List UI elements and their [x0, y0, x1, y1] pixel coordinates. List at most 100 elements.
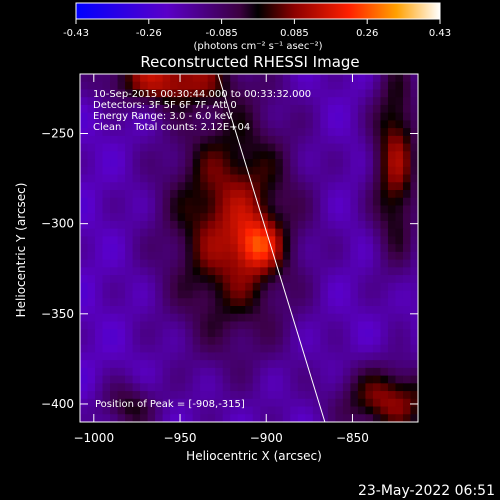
- heatmap-cell: [252, 120, 261, 129]
- heatmap-cell: [147, 375, 156, 384]
- heatmap-cell: [177, 128, 186, 137]
- heatmap-cell: [207, 74, 216, 83]
- heatmap-cell: [87, 104, 96, 114]
- heatmap-cell: [342, 128, 351, 137]
- heatmap-cell: [230, 344, 239, 353]
- heatmap-cell: [357, 159, 367, 168]
- heatmap-cell: [192, 120, 201, 129]
- heatmap-cell: [230, 391, 239, 400]
- heatmap-cell: [335, 197, 344, 207]
- heatmap-cell: [177, 290, 186, 299]
- heatmap-cell: [102, 128, 111, 137]
- heatmap-cell: [402, 321, 412, 330]
- heatmap-cell: [305, 120, 314, 129]
- heatmap-cell: [365, 166, 374, 176]
- heatmap-cell: [237, 282, 246, 292]
- heatmap-cell: [350, 282, 359, 292]
- heatmap-cell: [215, 251, 224, 261]
- heatmap-cell: [282, 112, 291, 121]
- heatmap-cell: [282, 120, 291, 129]
- heatmap-cell: [185, 174, 194, 183]
- heatmap-cell: [252, 375, 261, 384]
- heatmap-cell: [207, 213, 216, 222]
- heatmap-cell: [290, 135, 299, 145]
- heatmap-cell: [365, 290, 374, 299]
- heatmap-cell: [237, 182, 246, 191]
- heatmap-cell: [185, 89, 194, 98]
- heatmap-cell: [162, 220, 171, 230]
- heatmap-cell: [312, 414, 321, 422]
- heatmap-cell: [222, 336, 231, 346]
- heatmap-cell: [282, 174, 291, 183]
- heatmap-cell: [335, 352, 344, 361]
- heatmap-cell: [200, 151, 209, 160]
- heatmap-cell: [372, 135, 382, 145]
- heatmap-cell: [230, 197, 239, 207]
- heatmap-cell: [230, 244, 239, 253]
- heatmap-cell: [80, 321, 89, 330]
- heatmap-cell: [267, 329, 276, 338]
- heatmap-cell: [305, 406, 314, 415]
- heatmap-cell: [185, 213, 194, 222]
- heatmap-cell: [170, 352, 179, 361]
- heatmap-cell: [365, 282, 374, 292]
- heatmap-cell: [222, 398, 231, 408]
- heatmap-cell: [245, 406, 254, 415]
- heatmap-cell: [87, 398, 96, 408]
- heatmap-cell: [237, 306, 246, 315]
- heatmap-cell: [342, 282, 351, 292]
- heatmap-cell: [335, 182, 344, 191]
- heatmap-cell: [260, 267, 269, 276]
- heatmap-cell: [320, 352, 329, 361]
- heatmap-cell: [350, 228, 359, 237]
- heatmap-cell: [177, 329, 186, 338]
- heatmap-cell: [335, 135, 344, 145]
- heatmap-cell: [95, 306, 104, 315]
- heatmap-cell: [162, 329, 171, 338]
- heatmap-cell: [177, 104, 186, 114]
- heatmap-cell: [87, 290, 96, 299]
- heatmap-cell: [245, 267, 254, 276]
- heatmap-cell: [200, 290, 209, 299]
- heatmap-cell: [80, 406, 89, 415]
- heatmap-cell: [207, 290, 216, 299]
- heatmap-cell: [380, 81, 389, 91]
- heatmap-cell: [245, 182, 254, 191]
- heatmap-cell: [365, 128, 374, 137]
- heatmap-cell: [365, 174, 374, 183]
- heatmap-cell: [305, 190, 314, 199]
- heatmap-cell: [387, 89, 397, 98]
- heatmap-cell: [230, 329, 239, 338]
- heatmap-cell: [267, 313, 276, 323]
- heatmap-cell: [372, 213, 382, 222]
- heatmap-cell: [95, 321, 104, 330]
- heatmap-cell: [252, 81, 261, 91]
- heatmap-cell: [327, 220, 336, 230]
- heatmap-cell: [132, 112, 141, 121]
- heatmap-cell: [237, 406, 246, 415]
- heatmap-cell: [402, 259, 412, 268]
- heatmap-cell: [192, 329, 201, 338]
- heatmap-cell: [125, 352, 134, 361]
- heatmap-cell: [380, 220, 389, 230]
- heatmap-cell: [290, 383, 299, 392]
- heatmap-cell: [275, 398, 284, 408]
- heatmap-cell: [252, 220, 261, 230]
- heatmap-cell: [185, 391, 194, 400]
- heatmap-cell: [335, 143, 344, 152]
- heatmap-cell: [200, 259, 209, 268]
- heatmap-cell: [237, 383, 246, 392]
- heatmap-cell: [162, 182, 171, 191]
- heatmap-cell: [155, 174, 164, 183]
- heatmap-cell: [342, 383, 351, 392]
- heatmap-cell: [237, 213, 246, 222]
- heatmap-cell: [387, 367, 397, 377]
- heatmap-cell: [320, 128, 329, 137]
- heatmap-cell: [237, 298, 246, 307]
- heatmap-cell: [222, 81, 231, 91]
- heatmap-cell: [140, 112, 149, 121]
- heatmap-cell: [365, 267, 374, 276]
- heatmap-cell: [110, 313, 119, 323]
- heatmap-cell: [215, 97, 224, 106]
- heatmap-cell: [110, 375, 119, 384]
